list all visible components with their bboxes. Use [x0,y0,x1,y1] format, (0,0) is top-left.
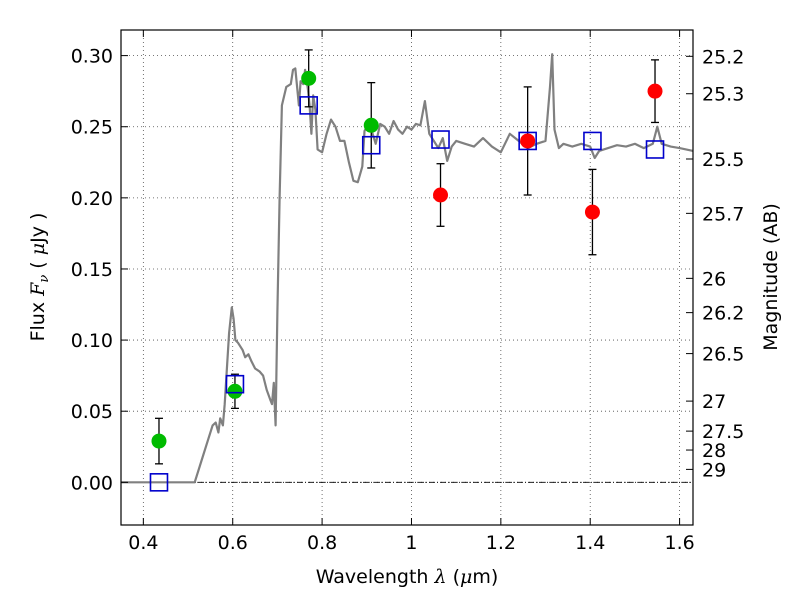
x-tick-label: 1 [405,532,417,554]
model-point [149,473,169,492]
magnitude-tick-label: 25.2 [702,46,744,68]
model-point [645,140,665,159]
magnitude-axis-label: Magnitude (AB) [760,203,782,351]
x-axis-label: Wavelength λ (μm) [316,566,499,588]
data-point [227,383,243,399]
x-tick-label: 0.4 [128,532,158,554]
y-tick-label: 0.25 [71,117,113,139]
magnitude-tick-label: 26.2 [702,303,744,325]
model-spectrum-line [121,53,694,484]
data-point [301,70,317,86]
magnitude-tick-label: 25.3 [702,84,744,106]
y-axis-label: Flux Fν ( μJy ) [27,213,52,342]
data-point [363,117,379,133]
magnitude-tick-label: 25.5 [702,149,744,171]
plot-content [121,49,694,492]
model-point [361,135,381,155]
magnitude-tick-label: 28 [702,440,726,462]
x-tick-label: 0.8 [307,532,337,554]
plot-frame [120,29,694,526]
model-point [431,130,450,149]
magnitude-tick-label: 25.7 [702,203,744,225]
y-tick-label: 0.20 [71,188,113,210]
x-tick-label: 1.2 [486,532,516,554]
y-tick-label: 0.30 [71,46,113,68]
y-tick-label: 0.10 [71,330,113,352]
magnitude-tick-label: 26 [702,268,726,290]
y-tick-label: 0.15 [71,259,113,281]
magnitude-tick-label: 27.5 [702,421,744,443]
x-tick-label: 1.6 [664,532,694,554]
model-point [518,131,537,151]
y-tick-label: 0.05 [71,401,113,423]
magnitude-tick-label: 29 [702,459,726,481]
y-axis-ticks: 0.00 0.05 0.10 0.15 0.20 0.25 0.30 [71,46,128,494]
model-point [299,96,318,115]
data-point [151,433,167,449]
y-tick-label: 0.00 [71,472,113,494]
model-point [225,374,245,394]
data-point [520,133,536,149]
x-tick-label: 0.6 [218,532,248,554]
magnitude-tick-label: 27 [702,391,726,413]
model-point [583,131,602,151]
x-tick-label: 1.4 [575,532,605,554]
data-point [647,83,663,99]
data-point [433,187,449,203]
x-axis-ticks: 0.4 0.6 0.8 1 1.2 1.4 1.6 [128,30,695,554]
grid-lines [121,30,693,525]
magnitude-tick-label: 26.5 [702,344,744,366]
data-point [584,204,600,220]
